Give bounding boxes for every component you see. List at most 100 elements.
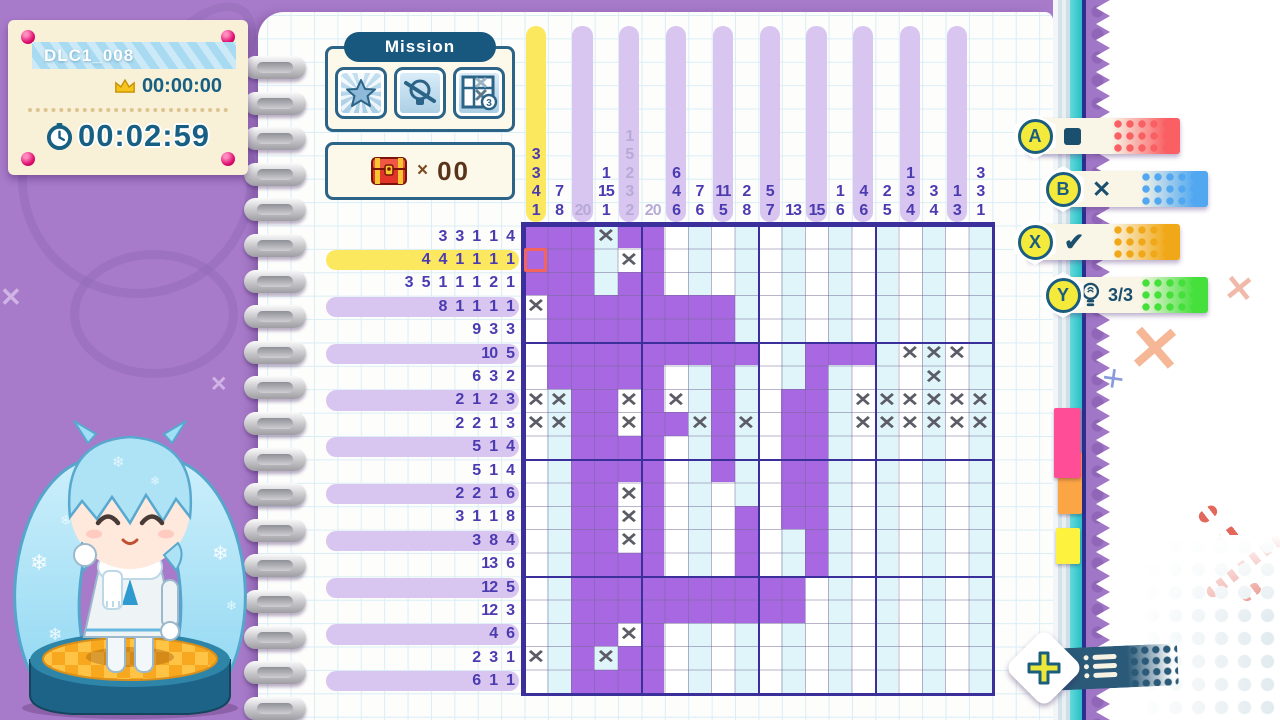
grid-cell[interactable] <box>851 482 875 506</box>
grid-cell[interactable] <box>898 505 922 530</box>
grid-cell[interactable] <box>921 646 946 670</box>
grid-cell[interactable] <box>945 225 969 249</box>
grid-cell[interactable] <box>781 529 805 553</box>
grid-cell[interactable] <box>945 552 969 576</box>
grid-cell[interactable] <box>734 529 758 553</box>
grid-cell[interactable] <box>687 365 712 389</box>
grid-cell[interactable] <box>617 646 641 670</box>
grid-cell[interactable] <box>547 646 571 670</box>
grid-cell[interactable] <box>734 435 758 459</box>
grid-cell[interactable] <box>617 365 641 389</box>
grid-cell[interactable] <box>664 412 688 436</box>
tab-hint[interactable]: 3/3 Y <box>1040 272 1208 321</box>
grid-cell[interactable]: ✕ <box>524 388 548 413</box>
grid-cell[interactable] <box>875 622 899 647</box>
grid-cell[interactable] <box>570 669 595 693</box>
grid-cell[interactable] <box>804 248 829 272</box>
grid-cell[interactable] <box>781 669 805 693</box>
grid-cell[interactable] <box>804 435 829 459</box>
grid-cell[interactable]: ✕ <box>945 342 969 366</box>
grid-cell[interactable] <box>617 342 641 366</box>
grid-cell[interactable] <box>594 271 618 296</box>
grid-cell[interactable] <box>945 248 969 272</box>
grid-cell[interactable] <box>547 552 571 576</box>
grid-cell[interactable] <box>875 599 899 623</box>
grid-cell[interactable] <box>711 388 735 413</box>
grid-cell[interactable] <box>734 388 758 413</box>
grid-cell[interactable] <box>547 342 571 366</box>
grid-cell[interactable] <box>898 669 922 693</box>
grid-cell[interactable] <box>711 576 735 600</box>
grid-cell[interactable] <box>875 248 899 272</box>
grid-cell[interactable] <box>758 576 782 600</box>
grid-cell[interactable] <box>968 459 992 483</box>
grid-cell[interactable] <box>641 646 665 670</box>
grid-cell[interactable] <box>968 342 992 366</box>
grid-cell[interactable] <box>851 669 875 693</box>
grid-cell[interactable] <box>921 225 946 249</box>
grid-cell[interactable] <box>945 576 969 600</box>
grid-cell[interactable] <box>781 646 805 670</box>
grid-cell[interactable] <box>734 552 758 576</box>
grid-cell[interactable] <box>594 576 618 600</box>
grid-cell[interactable] <box>594 318 618 342</box>
grid-cell[interactable]: ✕ <box>968 412 992 436</box>
grid-cell[interactable] <box>734 599 758 623</box>
grid-cell[interactable] <box>687 482 712 506</box>
grid-cell[interactable] <box>968 482 992 506</box>
grid-cell[interactable] <box>570 365 595 389</box>
grid-cell[interactable]: ✕ <box>687 412 712 436</box>
grid-cell[interactable] <box>734 622 758 647</box>
grid-cell[interactable] <box>664 505 688 530</box>
grid-cell[interactable] <box>804 342 829 366</box>
grid-cell[interactable] <box>851 646 875 670</box>
grid-cell[interactable] <box>851 505 875 530</box>
grid-cell[interactable] <box>524 271 548 296</box>
grid-cell[interactable] <box>664 435 688 459</box>
grid-cell[interactable]: ✕ <box>921 412 946 436</box>
grid-cell[interactable] <box>898 622 922 647</box>
grid-cell[interactable] <box>711 669 735 693</box>
grid-cell[interactable] <box>851 576 875 600</box>
grid-cell[interactable] <box>641 248 665 272</box>
grid-cell[interactable] <box>734 505 758 530</box>
grid-cell[interactable] <box>617 669 641 693</box>
grid-cell[interactable] <box>570 529 595 553</box>
grid-cell[interactable] <box>711 552 735 576</box>
grid-cell[interactable] <box>758 505 782 530</box>
grid-cell[interactable] <box>664 225 688 249</box>
grid-cell[interactable] <box>711 342 735 366</box>
grid-cell[interactable] <box>524 599 548 623</box>
grid-cell[interactable] <box>758 435 782 459</box>
grid-cell[interactable]: ✕ <box>524 295 548 319</box>
grid-cell[interactable] <box>617 576 641 600</box>
grid-cell[interactable] <box>875 482 899 506</box>
grid-cell[interactable] <box>524 318 548 342</box>
grid-cell[interactable] <box>687 599 712 623</box>
grid-cell[interactable] <box>594 435 618 459</box>
grid-cell[interactable] <box>687 529 712 553</box>
grid-cell[interactable] <box>664 669 688 693</box>
grid-cell[interactable] <box>734 295 758 319</box>
grid-cell[interactable] <box>641 342 665 366</box>
grid-cell[interactable] <box>594 248 618 272</box>
grid-cell[interactable] <box>687 646 712 670</box>
grid-cell[interactable] <box>875 576 899 600</box>
grid-cell[interactable] <box>570 295 595 319</box>
grid-cell[interactable] <box>594 459 618 483</box>
grid-cell[interactable] <box>851 599 875 623</box>
grid-cell[interactable] <box>898 646 922 670</box>
grid-cell[interactable] <box>898 365 922 389</box>
grid-cell[interactable] <box>570 599 595 623</box>
grid-cell[interactable] <box>758 646 782 670</box>
grid-cell[interactable] <box>547 271 571 296</box>
grid-cell[interactable] <box>875 435 899 459</box>
grid-cell[interactable] <box>828 669 852 693</box>
grid-cell[interactable] <box>898 248 922 272</box>
grid-cell[interactable] <box>547 435 571 459</box>
grid-cell[interactable] <box>641 271 665 296</box>
grid-cell[interactable] <box>828 622 852 647</box>
grid-cell[interactable] <box>945 459 969 483</box>
grid-cell[interactable] <box>828 576 852 600</box>
grid-cell[interactable] <box>921 482 946 506</box>
